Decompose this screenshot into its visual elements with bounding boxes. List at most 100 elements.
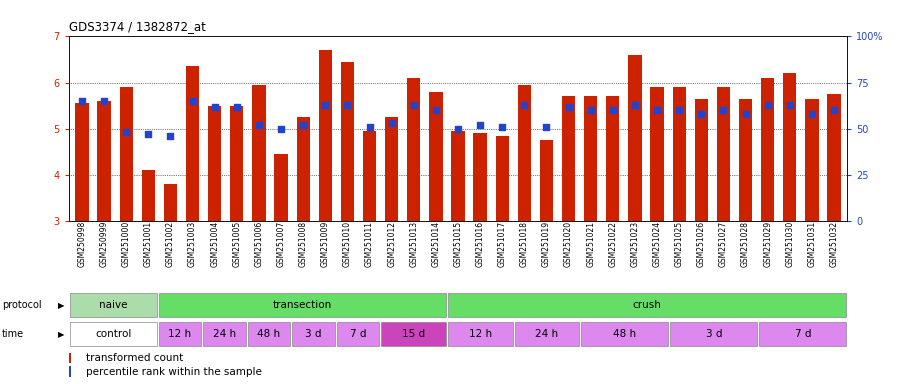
- Point: [583, 107, 598, 113]
- Point: [540, 124, 554, 130]
- Bar: [97, 101, 111, 221]
- Bar: [247, 322, 290, 346]
- Text: GSM251006: GSM251006: [255, 221, 264, 267]
- Text: GSM251013: GSM251013: [409, 221, 419, 267]
- Point: [627, 102, 642, 108]
- Point: [562, 103, 576, 109]
- Text: protocol: protocol: [2, 300, 41, 310]
- Bar: [672, 87, 686, 221]
- Bar: [363, 131, 376, 221]
- Bar: [671, 322, 758, 346]
- Bar: [70, 322, 157, 346]
- Text: GSM251015: GSM251015: [453, 221, 463, 267]
- Point: [782, 102, 797, 108]
- Text: GSM250999: GSM250999: [100, 221, 109, 267]
- Text: 24 h: 24 h: [536, 329, 559, 339]
- Text: 48 h: 48 h: [614, 329, 637, 339]
- Bar: [164, 184, 177, 221]
- Text: GSM251023: GSM251023: [630, 221, 639, 267]
- Text: GSM251018: GSM251018: [520, 221, 529, 267]
- Bar: [474, 133, 486, 221]
- Bar: [805, 99, 819, 221]
- Text: transformed count: transformed count: [86, 353, 183, 363]
- Bar: [739, 99, 752, 221]
- Point: [163, 133, 178, 139]
- Bar: [448, 293, 846, 317]
- Point: [495, 124, 509, 130]
- Bar: [381, 322, 446, 346]
- Point: [605, 107, 620, 113]
- Text: GSM251009: GSM251009: [321, 221, 330, 267]
- Text: 3 d: 3 d: [705, 329, 722, 339]
- Text: GSM251026: GSM251026: [697, 221, 706, 267]
- Point: [407, 102, 421, 108]
- Text: GSM251016: GSM251016: [475, 221, 485, 267]
- Bar: [275, 154, 288, 221]
- Text: GSM251010: GSM251010: [343, 221, 352, 267]
- Point: [760, 102, 775, 108]
- Text: 48 h: 48 h: [257, 329, 280, 339]
- Text: GSM251024: GSM251024: [652, 221, 661, 267]
- Bar: [252, 85, 266, 221]
- Text: GSM251032: GSM251032: [830, 221, 838, 267]
- Bar: [694, 99, 708, 221]
- Bar: [496, 136, 509, 221]
- Bar: [297, 117, 310, 221]
- Bar: [540, 140, 553, 221]
- Bar: [628, 55, 641, 221]
- Bar: [69, 353, 71, 363]
- Bar: [341, 62, 354, 221]
- Text: GSM251011: GSM251011: [365, 221, 374, 267]
- Text: time: time: [2, 329, 24, 339]
- Bar: [208, 106, 222, 221]
- Point: [318, 102, 333, 108]
- Bar: [717, 87, 730, 221]
- Point: [119, 129, 134, 136]
- Bar: [385, 117, 398, 221]
- Text: GSM251022: GSM251022: [608, 221, 617, 267]
- Text: GSM251025: GSM251025: [675, 221, 683, 267]
- Point: [716, 107, 731, 113]
- Bar: [783, 73, 796, 221]
- Text: GSM251021: GSM251021: [586, 221, 595, 267]
- Text: 12 h: 12 h: [169, 329, 191, 339]
- Text: 7 d: 7 d: [350, 329, 366, 339]
- Bar: [650, 87, 664, 221]
- Bar: [430, 92, 442, 221]
- Point: [694, 111, 709, 117]
- Text: 15 d: 15 d: [402, 329, 425, 339]
- Point: [804, 111, 819, 117]
- Text: percentile rank within the sample: percentile rank within the sample: [86, 367, 262, 377]
- Point: [451, 126, 465, 132]
- Point: [671, 107, 686, 113]
- Text: GSM251004: GSM251004: [210, 221, 219, 267]
- Bar: [75, 103, 89, 221]
- Bar: [448, 322, 512, 346]
- Point: [207, 103, 222, 109]
- Bar: [562, 96, 575, 221]
- Bar: [606, 96, 619, 221]
- Bar: [319, 50, 332, 221]
- Point: [649, 107, 664, 113]
- Text: GSM251005: GSM251005: [233, 221, 241, 267]
- Bar: [158, 293, 446, 317]
- Text: GSM251000: GSM251000: [122, 221, 131, 267]
- Text: GSM251031: GSM251031: [807, 221, 816, 267]
- Text: 24 h: 24 h: [213, 329, 236, 339]
- Text: GSM251027: GSM251027: [719, 221, 728, 267]
- Bar: [582, 322, 668, 346]
- Bar: [584, 96, 597, 221]
- Text: GSM250998: GSM250998: [78, 221, 86, 267]
- Text: GSM251001: GSM251001: [144, 221, 153, 267]
- Bar: [203, 322, 245, 346]
- Text: crush: crush: [633, 300, 661, 310]
- Point: [429, 107, 443, 113]
- Bar: [292, 322, 334, 346]
- Text: control: control: [95, 329, 131, 339]
- Point: [473, 122, 487, 128]
- Point: [74, 98, 89, 104]
- Bar: [69, 366, 71, 377]
- Bar: [515, 322, 579, 346]
- Bar: [518, 85, 531, 221]
- Point: [362, 124, 376, 130]
